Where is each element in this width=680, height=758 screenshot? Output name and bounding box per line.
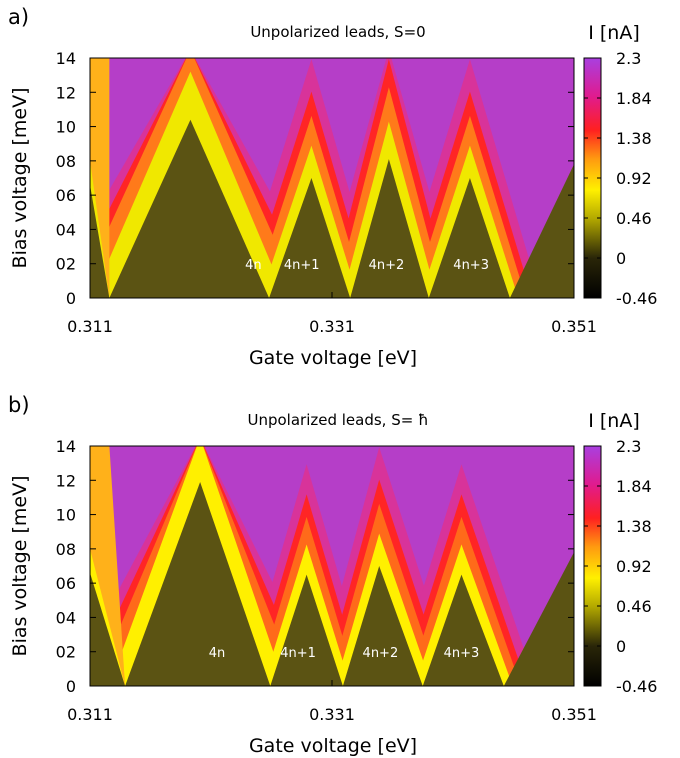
colorbar-tick-label: 1.38 (616, 517, 652, 536)
region-label: 4n+3 (444, 646, 480, 661)
colorbar-tick-label: 1.38 (616, 129, 652, 148)
region-label: 4n+1 (284, 258, 320, 273)
y-tick-label: 10 (56, 118, 76, 137)
y-tick-label: 10 (56, 506, 76, 525)
y-tick-label: 02 (56, 643, 76, 662)
x-axis-label: Gate voltage [eV] (249, 347, 417, 369)
y-tick-label: 06 (56, 574, 76, 593)
y-tick-label: 02 (56, 255, 76, 274)
y-tick-label: 08 (56, 540, 76, 559)
region-label: 4n+2 (363, 646, 399, 661)
colorbar-tick-label: 1.84 (616, 477, 652, 496)
x-tick-label: 0.311 (67, 317, 113, 336)
colorbar: 2.3 1.84 1.38 0.92 0.46 0 -0.46 (583, 437, 657, 696)
colorbar-tick-label: 0.46 (616, 209, 652, 228)
x-tick-label: 0.331 (309, 317, 355, 336)
panel-label: b) (8, 393, 30, 417)
blockade-diamond (503, 552, 574, 686)
x-tick-label: 0.351 (551, 317, 597, 336)
colorbar-tick-label: 0.92 (616, 169, 652, 188)
y-tick-label: 04 (56, 608, 76, 627)
chart-title: Unpolarized leads, S= ħ (247, 411, 428, 429)
x-tick-label: 0.351 (551, 705, 597, 724)
colorbar-tick-label: -0.46 (616, 677, 657, 696)
y-tick-label: 04 (56, 220, 76, 239)
y-tick-label: 14 (56, 49, 76, 68)
y-axis-label: Bias voltage [meV] (9, 476, 31, 657)
blockade-diamond (509, 164, 574, 298)
region-label: 4n (209, 646, 226, 661)
blockade-diamond (428, 178, 510, 298)
colorbar: 2.3 1.84 1.38 0.92 0.46 0 -0.46 (583, 49, 657, 308)
y-tick-label: 12 (56, 83, 76, 102)
colorbar-tick-label: 0.46 (616, 597, 652, 616)
colorbar-tick-label: -0.46 (616, 289, 657, 308)
region-label: 4n+1 (280, 646, 316, 661)
region-label: 4n (245, 258, 262, 273)
y-tick-label: 0 (66, 289, 76, 308)
colorbar-tick-label: 0 (616, 637, 626, 656)
region-label: 4n+3 (453, 258, 489, 273)
colorbar-tick-label: 0 (616, 249, 626, 268)
y-axis-label: Bias voltage [meV] (9, 88, 31, 269)
blockade-diamond (269, 178, 351, 298)
blockade-diamond (90, 572, 126, 686)
colorbar-tick-label: 0.92 (616, 557, 652, 576)
blockade-diamond (90, 184, 110, 298)
region-label: 4n+2 (369, 258, 405, 273)
chart-title: Unpolarized leads, S=0 (250, 23, 425, 41)
heatmap-plot: 4n 4n+1 4n+2 4n+3 0 02 04 06 08 10 12 14 0.311 0.33… (56, 437, 597, 724)
x-tick-label: 0.331 (309, 705, 355, 724)
blockade-diamond (350, 159, 429, 298)
y-tick-label: 08 (56, 152, 76, 171)
y-tick-label: 0 (66, 677, 76, 696)
colorbar-label: I [nA] (588, 22, 640, 44)
colorbar-tick-label: 2.3 (616, 49, 641, 68)
y-tick-label: 14 (56, 437, 76, 456)
colorbar-label: I [nA] (588, 410, 640, 432)
blockade-diamond (109, 119, 270, 298)
y-tick-label: 06 (56, 186, 76, 205)
blockade-diamond (270, 574, 343, 686)
x-axis-label: Gate voltage [eV] (249, 735, 417, 757)
blockade-diamond (342, 566, 423, 686)
colorbar-tick-label: 2.3 (616, 437, 641, 456)
heatmap-plot: 4n 4n+1 4n+2 4n+3 0 02 04 06 08 10 12 14 0.311 0.33… (56, 49, 597, 336)
y-tick-label: 12 (56, 471, 76, 490)
colorbar-tick-label: 1.84 (616, 89, 652, 108)
panel-b: b) Unpolarized leads, S= ħ I [nA] Gate v… (8, 393, 657, 757)
panel-a: a) Unpolarized leads, S=0 I [nA] Gate vo… (8, 5, 657, 369)
blockade-diamond (125, 482, 271, 686)
blockade-diamond (422, 574, 504, 686)
x-tick-label: 0.311 (67, 705, 113, 724)
panel-label: a) (8, 5, 29, 29)
